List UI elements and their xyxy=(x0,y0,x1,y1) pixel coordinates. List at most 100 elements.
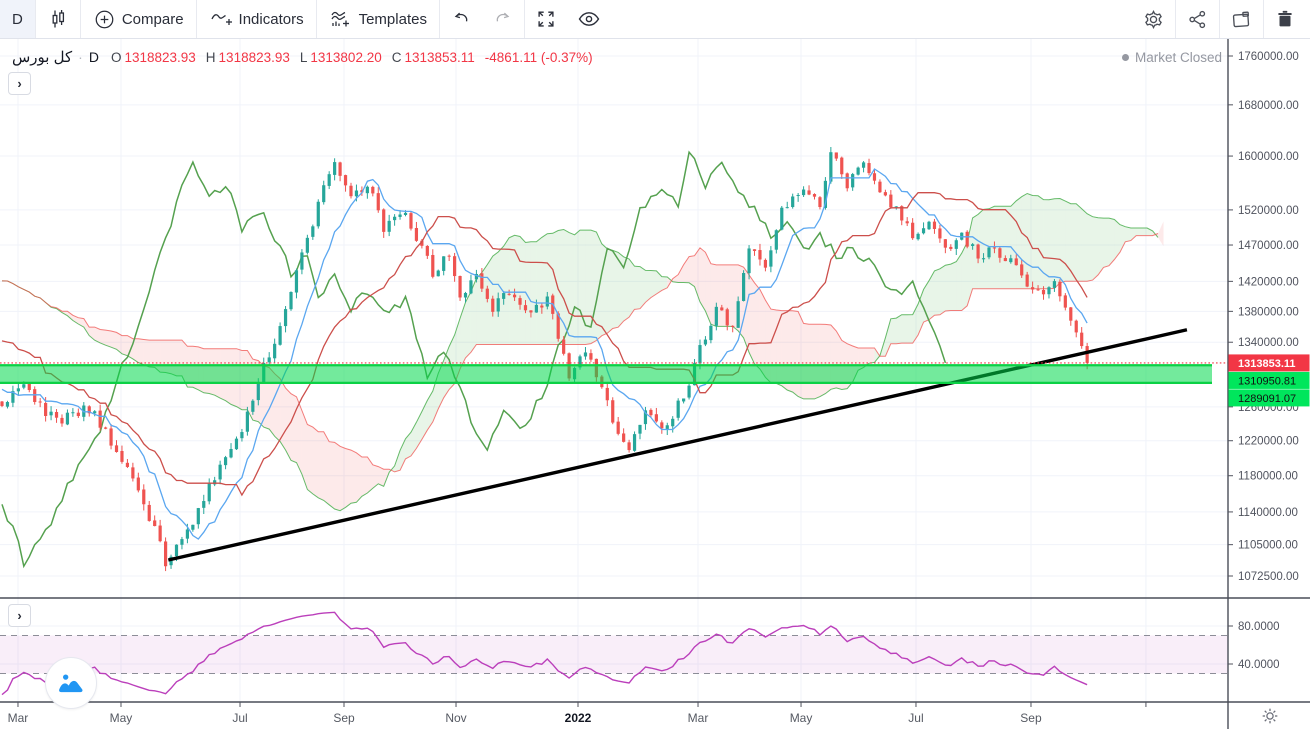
last-price-badge xyxy=(1228,354,1310,372)
fullscreen-icon xyxy=(535,8,557,30)
low-value: 1313802.20 xyxy=(310,50,382,65)
templates-icon xyxy=(329,7,353,31)
toolbar-left-group: D Compare xyxy=(0,0,611,38)
top-toolbar: D Compare xyxy=(0,0,1310,39)
candlestick-style-icon xyxy=(46,7,70,31)
mountain-logo-icon xyxy=(59,674,83,693)
main-pane-layer xyxy=(0,147,1228,572)
oscillator-pane-layer xyxy=(0,611,1228,696)
price-chart-svg[interactable]: 1760000.00 1680000.00 1600000.00 1520000.00… xyxy=(0,39,1310,729)
camera-icon xyxy=(1230,8,1253,31)
compare-label: Compare xyxy=(121,10,184,28)
chikou-line xyxy=(1,150,947,569)
close-label: C xyxy=(391,50,402,65)
support-zone-band[interactable] xyxy=(0,365,1212,383)
svg-text:Sep: Sep xyxy=(1020,711,1042,725)
toolbar-separator xyxy=(438,0,440,38)
timezone-settings-button[interactable] xyxy=(1259,705,1281,727)
interval-button[interactable]: D xyxy=(0,0,35,38)
compare-button[interactable]: Compare xyxy=(81,0,196,38)
indicators-button[interactable]: Indicators xyxy=(197,0,316,38)
toolbar-separator xyxy=(523,0,525,38)
market-status-dot xyxy=(1121,54,1129,61)
svg-text:1313853.11: 1313853.11 xyxy=(1238,358,1296,370)
close-value: 1313853.11 xyxy=(404,50,475,65)
level-price-badge xyxy=(1228,389,1310,407)
toolbar-separator xyxy=(34,0,36,38)
svg-text:Jul: Jul xyxy=(908,711,923,725)
price-axis[interactable]: 1760000.00 1680000.00 1600000.00 1520000.00… xyxy=(1228,51,1310,671)
interval-label: D xyxy=(12,10,23,28)
svg-text:Nov: Nov xyxy=(445,711,466,725)
toolbar-separator xyxy=(1175,0,1176,38)
svg-text:1470000.00: 1470000.00 xyxy=(1238,240,1299,252)
legend-separator: · xyxy=(78,49,83,65)
svg-text:Sep: Sep xyxy=(333,711,355,725)
chart-style-button[interactable] xyxy=(36,0,80,38)
svg-text:40.0000: 40.0000 xyxy=(1238,659,1280,671)
toolbar-separator xyxy=(79,0,81,38)
svg-text:2022: 2022 xyxy=(565,711,592,725)
ohlc-readout: O 1318823.93 H 1318823.93 L 1313802.20 C 131… xyxy=(111,50,475,65)
tenkan-line xyxy=(1,168,1088,540)
symbol-legend[interactable]: كل بورس · D O 1318823.93 H 1318823.93 L 131… xyxy=(12,48,593,66)
svg-text:May: May xyxy=(110,711,133,725)
fullscreen-button[interactable] xyxy=(525,0,567,38)
svg-text:1340000.00: 1340000.00 xyxy=(1238,337,1299,349)
low-label: L xyxy=(299,50,308,65)
level-price-badge xyxy=(1228,371,1310,389)
svg-text:1072500.00: 1072500.00 xyxy=(1238,571,1299,583)
toolbar-separator xyxy=(1219,0,1220,38)
svg-text:1180000.00: 1180000.00 xyxy=(1238,471,1298,483)
main-pane-collapse-button[interactable]: › xyxy=(8,72,31,95)
undo-icon xyxy=(450,8,472,30)
toolbar-separator xyxy=(315,0,317,38)
svg-text:May: May xyxy=(790,711,813,725)
ichimoku-cloud xyxy=(1,192,1164,512)
svg-text:1105000.00: 1105000.00 xyxy=(1238,540,1298,552)
svg-text:1140000.00: 1140000.00 xyxy=(1238,507,1298,519)
settings-button[interactable] xyxy=(1132,0,1175,38)
redo-button[interactable] xyxy=(482,0,524,38)
indicator-pane-collapse-button[interactable]: › xyxy=(8,604,31,627)
svg-text:1760000.00: 1760000.00 xyxy=(1238,51,1299,63)
redo-icon xyxy=(492,8,514,30)
templates-button[interactable]: Templates xyxy=(317,0,439,38)
undo-button[interactable] xyxy=(440,0,482,38)
open-label: O xyxy=(110,50,122,65)
toolbar-separator xyxy=(195,0,197,38)
change-value: -4861.11 (-0.37%) xyxy=(484,50,593,65)
oscillator-line xyxy=(1,611,1088,696)
provider-logo[interactable] xyxy=(45,657,97,709)
market-status-text: Market Closed xyxy=(1134,50,1222,65)
market-status: Market Closed xyxy=(1121,50,1222,65)
share-button[interactable] xyxy=(1176,0,1219,38)
indicators-icon xyxy=(209,7,233,31)
trash-icon xyxy=(1274,8,1296,30)
kijun-line xyxy=(1,192,1088,497)
grid-layer xyxy=(0,39,1228,702)
indicators-label: Indicators xyxy=(238,10,304,28)
svg-text:Jul: Jul xyxy=(232,711,247,725)
svg-text:1600000.00: 1600000.00 xyxy=(1238,151,1299,163)
svg-text:1680000.00: 1680000.00 xyxy=(1238,100,1299,112)
high-value: 1318823.93 xyxy=(218,50,290,65)
svg-text:1380000.00: 1380000.00 xyxy=(1238,306,1299,318)
delete-button[interactable] xyxy=(1264,0,1306,38)
snapshot-preview-button[interactable] xyxy=(567,0,611,38)
svg-text:Mar: Mar xyxy=(8,711,29,725)
time-axis[interactable]: Mar May Jul Sep Nov 2022 Mar May Jul Sep xyxy=(8,702,1147,725)
symbol-title[interactable]: كل بورس xyxy=(12,49,73,66)
sun-gear-icon xyxy=(1262,708,1278,724)
svg-text:Mar: Mar xyxy=(688,711,709,725)
toolbar-right-group xyxy=(1132,0,1306,38)
svg-text:1520000.00: 1520000.00 xyxy=(1238,205,1299,217)
svg-text:1420000.00: 1420000.00 xyxy=(1238,276,1299,288)
templates-label: Templates xyxy=(358,10,427,28)
svg-text:1220000.00: 1220000.00 xyxy=(1238,436,1299,448)
svg-text:1310950.81: 1310950.81 xyxy=(1238,375,1296,387)
svg-text:1289091.07: 1289091.07 xyxy=(1238,393,1296,405)
snapshot-button[interactable] xyxy=(1220,0,1263,38)
open-value: 1318823.93 xyxy=(124,50,196,65)
